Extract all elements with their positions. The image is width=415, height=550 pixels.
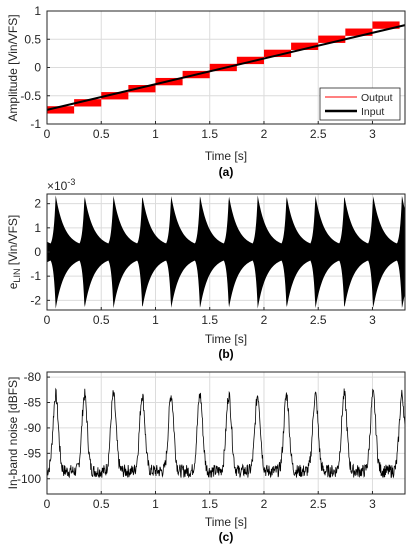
output-step	[263, 49, 292, 58]
ylabel-a: Amplitude [Vin/VFS]	[6, 14, 20, 121]
series-b	[47, 195, 405, 309]
tick-label-x: 2	[261, 127, 268, 141]
tick-label-x: 2.5	[310, 497, 327, 511]
tick-label-y: -0.5	[20, 89, 41, 103]
output-step	[236, 56, 264, 65]
exponent-label-b: ×10-3	[47, 177, 75, 193]
tick-label-y: 0	[34, 245, 41, 259]
series-a	[46, 21, 406, 114]
tick-label-x: 2.5	[310, 127, 327, 141]
tick-label-y: -80	[24, 370, 42, 384]
output-step	[128, 85, 156, 93]
caption-b: (b)	[218, 347, 233, 361]
tick-label-x: 0	[44, 313, 51, 327]
tick-label-y: -90	[24, 421, 42, 435]
tick-label-y: 2	[34, 197, 41, 211]
tick-label-y: 0	[34, 61, 41, 75]
output-step	[345, 28, 373, 36]
tick-label-x: 2	[261, 497, 268, 511]
ticks-b: 0 0.5 1 1.5 2 2.5 3 -2 -1 0 1 2	[30, 197, 376, 327]
output-step	[291, 42, 319, 50]
input-ramp-line	[46, 24, 406, 111]
panel-b: 0 0.5 1 1.5 2 2.5 3 -2 -1 0 1 2 ×10-3 eLIN [Vin/VFS…	[6, 177, 406, 361]
legend-label-output: Output	[361, 92, 393, 104]
output-step	[47, 106, 75, 114]
tick-label-x: 0	[44, 127, 51, 141]
ticks-a: 0 0.5 1 1.5 2 2.5 3 -1 -0.5 0 0.5 1	[20, 4, 376, 141]
panel-c: 0 0.5 1 1.5 2 2.5 3 -80 -85 -90 -95 -100 Time [s] I…	[6, 370, 406, 544]
tick-label-y: 1	[34, 221, 41, 235]
output-step	[74, 99, 102, 107]
xlabel-a: Time [s]	[205, 149, 247, 163]
tick-label-y: -100	[17, 472, 41, 486]
tick-label-x: 1.5	[201, 497, 218, 511]
legend-label-input: Input	[361, 106, 384, 118]
output-step	[101, 92, 129, 100]
output-step	[318, 35, 346, 43]
tick-label-x: 3	[369, 497, 376, 511]
tick-label-x: 0	[44, 497, 51, 511]
ticks-c: 0 0.5 1 1.5 2 2.5 3 -80 -85 -90 -95 -100	[17, 370, 376, 511]
tick-label-x: 3	[369, 127, 376, 141]
tick-label-y: -1	[30, 269, 41, 283]
ylabel-c: In-band noise [dBFS]	[6, 377, 20, 490]
tick-label-y: -1	[30, 117, 41, 131]
tick-label-x: 1.5	[201, 313, 218, 327]
panel-a: 0 0.5 1 1.5 2 2.5 3 -1 -0.5 0 0.5 1 Time [s] Amplit…	[6, 4, 406, 179]
plot-frame-c	[46, 371, 406, 495]
tick-label-y: -85	[24, 396, 42, 410]
legend-box	[319, 87, 401, 121]
caption-c: (c)	[219, 530, 234, 544]
tick-label-x: 0.5	[93, 313, 110, 327]
tick-label-x: 0.5	[93, 497, 110, 511]
xlabel-b: Time [s]	[205, 332, 247, 346]
tick-label-x: 1	[152, 313, 159, 327]
tick-label-y: 1	[34, 4, 41, 18]
caption-a: (a)	[219, 165, 234, 179]
tick-label-y: -95	[24, 446, 42, 460]
xlabel-c: Time [s]	[205, 515, 247, 529]
tick-label-x: 1	[152, 497, 159, 511]
tick-label-y: 0.5	[24, 32, 41, 46]
tick-label-x: 1.5	[201, 127, 218, 141]
error-envelope	[47, 195, 405, 309]
tick-label-y: -2	[30, 293, 41, 307]
tick-label-x: 2	[261, 313, 268, 327]
tick-label-x: 3	[369, 313, 376, 327]
tick-label-x: 0.5	[93, 127, 110, 141]
legend-a: Output Input	[319, 87, 401, 121]
tick-label-x: 2.5	[310, 313, 327, 327]
output-step	[372, 21, 400, 29]
noise-trace	[46, 387, 406, 479]
ylabel-b: eLIN [Vin/VFS]	[6, 215, 22, 290]
tick-label-x: 1	[152, 127, 159, 141]
series-c	[46, 387, 406, 479]
